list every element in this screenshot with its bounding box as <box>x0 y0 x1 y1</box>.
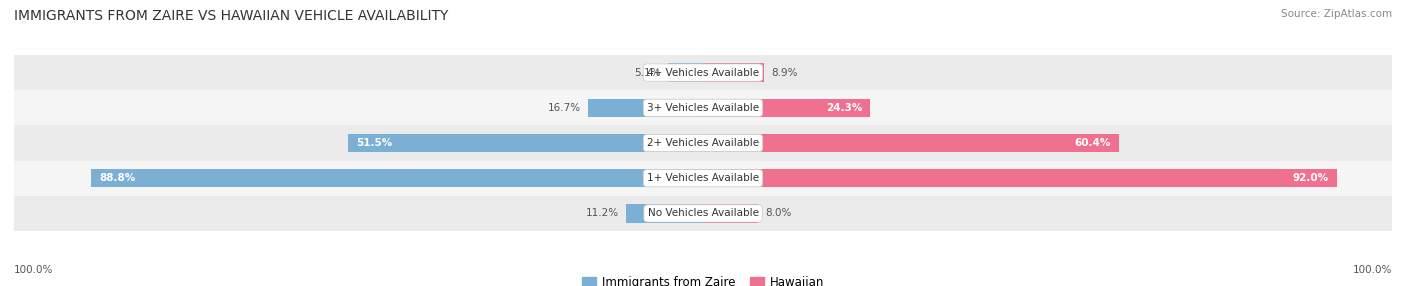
Bar <box>703 204 758 223</box>
Text: 100.0%: 100.0% <box>14 265 53 275</box>
Text: 100.0%: 100.0% <box>1353 265 1392 275</box>
Bar <box>703 169 1337 187</box>
Bar <box>703 63 765 82</box>
Bar <box>349 134 703 152</box>
Text: 88.8%: 88.8% <box>100 173 136 183</box>
Bar <box>14 55 1392 90</box>
Text: 51.5%: 51.5% <box>357 138 392 148</box>
Text: 8.9%: 8.9% <box>772 67 797 78</box>
Bar <box>14 196 1392 231</box>
Bar <box>588 99 703 117</box>
Bar <box>14 90 1392 125</box>
Text: 11.2%: 11.2% <box>586 208 619 219</box>
Text: 1+ Vehicles Available: 1+ Vehicles Available <box>647 173 759 183</box>
Text: 60.4%: 60.4% <box>1074 138 1111 148</box>
Text: IMMIGRANTS FROM ZAIRE VS HAWAIIAN VEHICLE AVAILABILITY: IMMIGRANTS FROM ZAIRE VS HAWAIIAN VEHICL… <box>14 9 449 23</box>
Text: 24.3%: 24.3% <box>825 103 862 113</box>
Text: 16.7%: 16.7% <box>548 103 581 113</box>
Text: 8.0%: 8.0% <box>765 208 792 219</box>
Text: 5.1%: 5.1% <box>634 67 661 78</box>
Text: 4+ Vehicles Available: 4+ Vehicles Available <box>647 67 759 78</box>
Bar <box>626 204 703 223</box>
Bar <box>703 134 1119 152</box>
Text: Source: ZipAtlas.com: Source: ZipAtlas.com <box>1281 9 1392 19</box>
Legend: Immigrants from Zaire, Hawaiian: Immigrants from Zaire, Hawaiian <box>578 273 828 286</box>
Text: 92.0%: 92.0% <box>1292 173 1329 183</box>
Bar <box>91 169 703 187</box>
Text: No Vehicles Available: No Vehicles Available <box>648 208 758 219</box>
Text: 2+ Vehicles Available: 2+ Vehicles Available <box>647 138 759 148</box>
Bar <box>14 125 1392 161</box>
Bar <box>703 99 870 117</box>
Bar <box>668 63 703 82</box>
Bar <box>14 161 1392 196</box>
Text: 3+ Vehicles Available: 3+ Vehicles Available <box>647 103 759 113</box>
